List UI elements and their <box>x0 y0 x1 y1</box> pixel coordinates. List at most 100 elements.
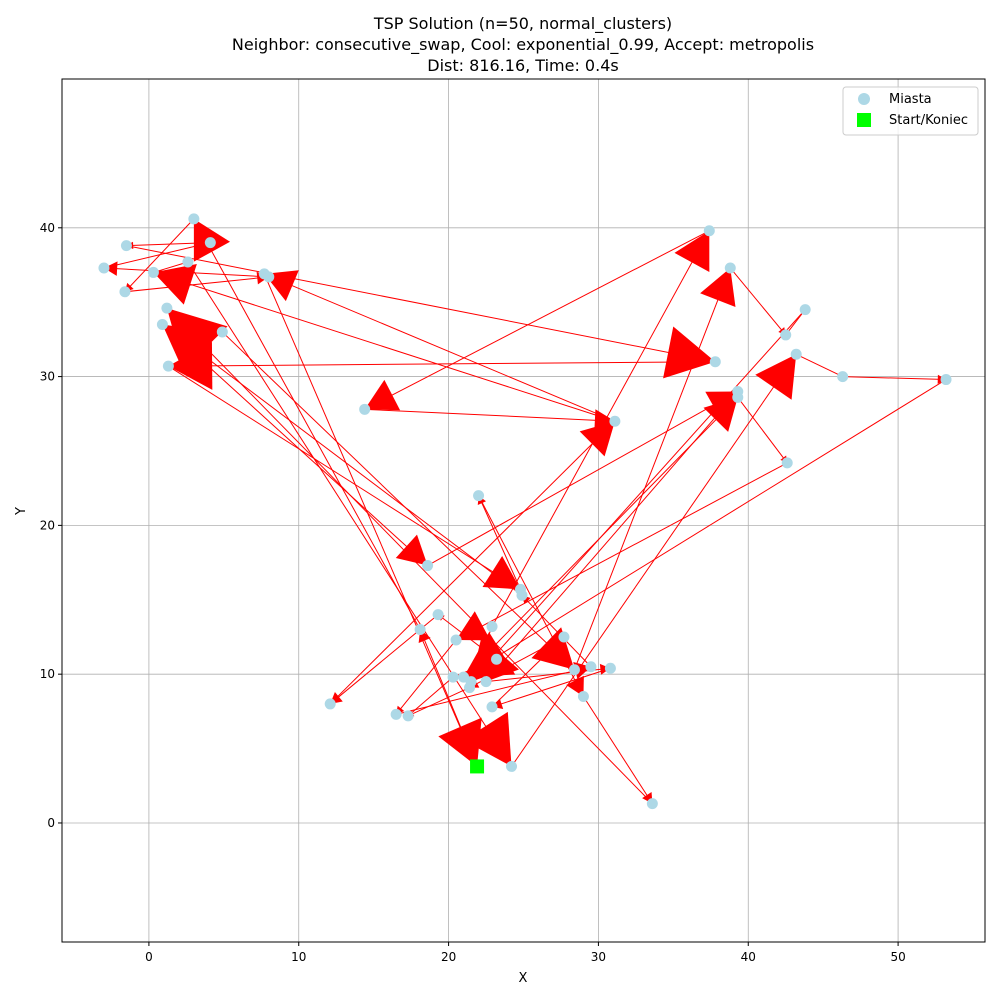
route-line <box>455 462 788 641</box>
route-arrowhead <box>755 354 797 400</box>
x-tick-label: 20 <box>441 950 456 964</box>
city-point <box>486 621 498 633</box>
route-segment <box>455 462 788 641</box>
route-line <box>573 267 731 670</box>
city-point <box>940 374 952 386</box>
city-point <box>188 213 200 225</box>
y-axis-label: Y <box>14 507 29 516</box>
route-line <box>162 324 428 566</box>
route-line <box>166 307 223 333</box>
route-arrowhead <box>438 717 482 767</box>
y-tick-label: 20 <box>40 518 55 532</box>
route-arrowhead <box>674 230 710 272</box>
route-segment <box>485 391 739 682</box>
route-line <box>126 245 716 363</box>
route-segment <box>221 331 575 671</box>
route-arrowhead <box>456 611 491 641</box>
route-arrowhead <box>579 421 615 457</box>
route-line <box>264 273 616 422</box>
route-line <box>168 365 521 590</box>
route-line <box>221 331 575 671</box>
city-point <box>414 624 426 636</box>
route-line <box>187 261 512 767</box>
city-point <box>156 319 168 331</box>
route-arrowhead <box>153 264 197 305</box>
grid <box>62 79 985 942</box>
route-line <box>126 242 211 247</box>
x-tick-label: 10 <box>291 950 306 964</box>
route-segment <box>153 264 616 422</box>
route-segment <box>583 696 653 804</box>
route-line <box>427 391 739 566</box>
start-marker <box>470 759 485 774</box>
city-point <box>324 698 336 710</box>
legend-city-marker <box>858 93 870 105</box>
city-point <box>558 631 570 643</box>
route-line <box>491 667 611 708</box>
legend-box <box>842 86 979 136</box>
cities <box>98 213 952 810</box>
city-point <box>98 262 110 274</box>
y-tick-label: 30 <box>40 370 55 384</box>
route-segment <box>329 420 616 705</box>
city-point <box>162 360 174 372</box>
route-segment <box>187 261 512 767</box>
route-segment <box>427 391 739 566</box>
route-line <box>329 420 616 705</box>
route-segment <box>126 245 716 379</box>
route-line <box>193 218 421 630</box>
route-line <box>153 271 616 422</box>
city-point <box>577 690 589 702</box>
route-segment <box>264 270 616 422</box>
route-line <box>153 261 189 273</box>
route-segment <box>168 365 521 590</box>
route-arrowhead <box>463 711 512 767</box>
city-point <box>204 237 216 249</box>
route-line <box>168 361 716 367</box>
route-line <box>103 242 211 269</box>
route-segment <box>842 374 947 384</box>
axis-ticks: 0 10 20 30 40 50 0 10 20 30 40 <box>40 221 906 964</box>
route-line <box>364 230 710 410</box>
route-segment <box>729 267 787 336</box>
route-line <box>737 397 788 464</box>
route-segment <box>795 353 843 378</box>
city-point <box>390 708 402 720</box>
route-line <box>795 353 843 378</box>
city-point <box>837 371 849 383</box>
city-point <box>473 490 485 502</box>
x-tick-label: 50 <box>890 950 905 964</box>
x-axis-label: X <box>519 971 528 986</box>
route-segment <box>737 397 788 464</box>
route-line <box>463 379 947 678</box>
city-point <box>646 798 658 810</box>
route-arrowhead <box>482 556 521 590</box>
chart-title-line-3: Dist: 816.16, Time: 0.4s <box>427 56 618 75</box>
route-segment <box>124 271 269 293</box>
route-arrowhead <box>364 379 401 411</box>
route-segment <box>463 379 947 678</box>
city-point <box>604 662 616 674</box>
city-point <box>258 268 270 280</box>
route-line <box>395 639 457 715</box>
y-tick-label: 10 <box>40 667 55 681</box>
plot-frame <box>61 78 986 943</box>
route <box>103 218 947 804</box>
legend-label-start: Start/Koniec <box>889 113 968 128</box>
city-point <box>486 701 498 713</box>
route-segment <box>263 273 482 767</box>
route-line <box>437 614 497 660</box>
route-arrowhead <box>566 675 584 697</box>
city-point <box>422 560 434 572</box>
city-point <box>506 760 518 772</box>
route-line <box>478 495 521 590</box>
route-line <box>124 276 269 293</box>
legend: Miasta Start/Koniec <box>842 86 979 136</box>
route-line <box>407 687 470 717</box>
city-point <box>458 671 470 683</box>
route-segment <box>162 324 428 566</box>
city-point <box>161 302 173 314</box>
city-point <box>147 266 159 278</box>
